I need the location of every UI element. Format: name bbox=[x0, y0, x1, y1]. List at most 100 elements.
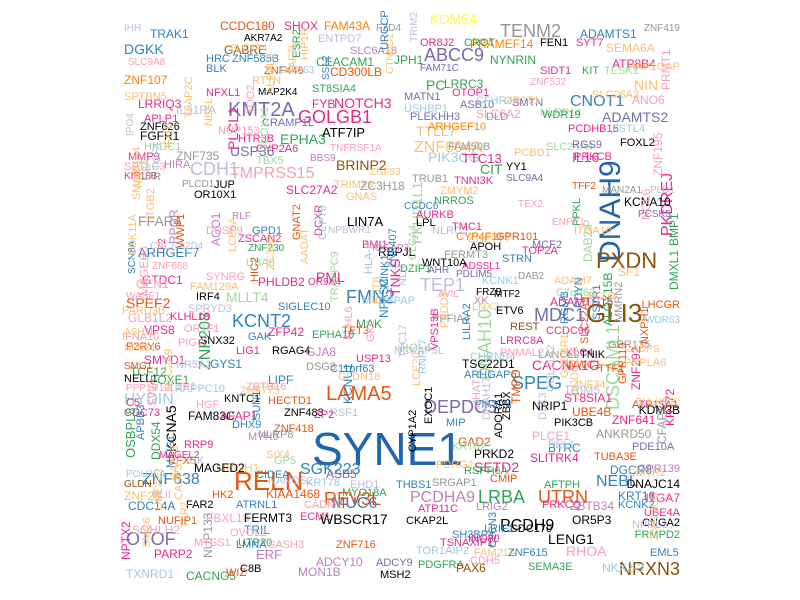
cloud-word: CACNA2D4 bbox=[150, 241, 204, 252]
cloud-word: TCF12 bbox=[130, 365, 167, 379]
cloud-word: MON1B bbox=[298, 565, 341, 579]
cloud-word: PLCD1 bbox=[182, 179, 215, 190]
cloud-word: HLA-F bbox=[363, 242, 375, 274]
cloud-word: TXNRD1 bbox=[126, 567, 175, 581]
cloud-word: PIK3CB bbox=[554, 417, 594, 429]
cloud-word: REST bbox=[510, 321, 540, 333]
cloud-word: LILRA2 bbox=[461, 303, 473, 340]
cloud-word: FOXE1 bbox=[150, 373, 190, 387]
cloud-word: PIK3R4 bbox=[474, 399, 512, 411]
cloud-word: OTOP1 bbox=[452, 87, 490, 99]
cloud-word: SETD2 bbox=[474, 459, 520, 475]
cloud-word: FAM50B bbox=[448, 141, 491, 153]
cloud-word: REV3L bbox=[324, 489, 382, 509]
cloud-word: TRIL bbox=[244, 523, 271, 537]
cloud-word: TOP2A bbox=[522, 245, 558, 257]
cloud-word: KIAA1468 bbox=[266, 487, 321, 501]
cloud-word: GPD1 bbox=[252, 225, 282, 237]
cloud-word: TSNAXIP1 bbox=[440, 537, 494, 549]
cloud-word: KMT2A bbox=[228, 99, 295, 121]
cloud-word: ZP1 bbox=[176, 381, 197, 393]
cloud-word: TSC22D1 bbox=[462, 357, 515, 371]
cloud-word: CIT bbox=[480, 161, 503, 177]
cloud-word: ZC3H3 bbox=[265, 235, 277, 270]
cloud-word: JUP bbox=[214, 179, 235, 191]
cloud-word: SLC24A4 bbox=[546, 141, 594, 153]
cloud-word: UBE4B bbox=[572, 405, 612, 419]
cloud-word: JPH1 bbox=[394, 53, 424, 67]
cloud-word: ADCY10 bbox=[316, 555, 363, 569]
cloud-word: C5 bbox=[126, 397, 141, 409]
cloud-word: C7orf60 bbox=[556, 287, 596, 299]
cloud-word: MAP2K4 bbox=[258, 87, 298, 98]
cloud-word: OR5P3 bbox=[572, 513, 612, 527]
cloud-word: URGCP bbox=[379, 10, 391, 50]
cloud-word: IL31RA bbox=[176, 103, 217, 117]
cloud-word: FZD4 bbox=[376, 23, 401, 34]
cloud-word: GOLGB1 bbox=[298, 107, 373, 127]
cloud-word: ZP2 bbox=[314, 409, 335, 421]
cloud-word: TMPRSS15 bbox=[230, 165, 315, 182]
cloud-word: FRZB bbox=[476, 287, 503, 298]
cloud-word: HGF bbox=[196, 399, 220, 411]
cloud-word: NIN bbox=[634, 77, 659, 93]
cloud-word: ZNF26 bbox=[124, 489, 161, 503]
cloud-word: PDE10A bbox=[632, 441, 675, 453]
cloud-word: RTTN bbox=[252, 75, 282, 87]
cloud-word: ZNF735 bbox=[176, 149, 220, 163]
cloud-word: ZNF230 bbox=[248, 243, 285, 254]
cloud-word: RFX5 bbox=[168, 455, 197, 467]
cloud-word: KLC4 bbox=[566, 347, 594, 359]
cloud-word: IFI16 bbox=[163, 122, 175, 148]
cloud-word: TOR1AIP2 bbox=[416, 545, 469, 557]
cloud-word: RAP1GAP bbox=[628, 61, 680, 73]
cloud-word: LIN7A bbox=[347, 214, 384, 229]
cloud-word: ADCY9 bbox=[376, 557, 413, 569]
cloud-word: SEMA3E bbox=[528, 561, 573, 573]
cloud-word: SF1 bbox=[618, 265, 641, 279]
cloud-word: NRIP1 bbox=[532, 399, 568, 413]
cloud-word: SLITRK4 bbox=[530, 451, 579, 465]
cloud-word: ZNF615 bbox=[508, 547, 548, 559]
cloud-word: ZMYM2 bbox=[440, 185, 479, 197]
cloud-word: VPS8 bbox=[144, 323, 175, 337]
cloud-word: ATP8B4 bbox=[612, 57, 656, 71]
cloud-word: OR1F1 bbox=[184, 323, 220, 335]
cloud-word: MTF2 bbox=[494, 289, 521, 300]
cloud-word: TNNI3K bbox=[454, 175, 494, 187]
cloud-word: CMTR2 bbox=[628, 467, 666, 479]
cloud-word: CCDC170 bbox=[502, 523, 553, 535]
cloud-word: NR5A2 bbox=[176, 359, 212, 371]
cloud-word: PDRG1 bbox=[436, 459, 474, 471]
cloud-word: ZNF418 bbox=[274, 423, 314, 435]
cloud-word: RHOA bbox=[566, 543, 607, 559]
cloud-word: SPTLC3 bbox=[124, 161, 166, 173]
cloud-word: SIGLEC10 bbox=[278, 301, 331, 313]
cloud-word: MATN1 bbox=[404, 91, 441, 103]
cloud-word: SLC9A4 bbox=[506, 173, 544, 184]
cloud-word: DGCR8 bbox=[610, 463, 653, 477]
cloud-word: DNAJC14 bbox=[626, 477, 680, 491]
cloud-word: ENTPD7 bbox=[318, 33, 362, 45]
cloud-word: PIGG bbox=[178, 337, 206, 349]
cloud-word: HECTD1 bbox=[268, 395, 313, 407]
cloud-word: NPRL3 bbox=[632, 519, 668, 531]
cloud-word: IQGAP2 bbox=[372, 243, 410, 254]
cloud-word: SLC6A2 bbox=[476, 107, 521, 121]
cloud-word: LRRC3 bbox=[444, 77, 484, 91]
cloud-word: NOTCH3 bbox=[334, 95, 392, 111]
cloud-word: COL11A2 bbox=[545, 344, 557, 393]
cloud-word: CCDC180 bbox=[220, 19, 275, 33]
cloud-word: ENPP1 bbox=[552, 217, 585, 228]
cloud-word: CLDN18 bbox=[338, 371, 381, 383]
cloud-word: SUN1 bbox=[251, 390, 263, 420]
cloud-word: TRIM2 bbox=[409, 12, 420, 42]
cloud-word: CADPS bbox=[625, 344, 660, 355]
cloud-word: MAK bbox=[356, 317, 383, 331]
cloud-word: HIRA bbox=[164, 159, 191, 171]
cloud-word: NANOS2 bbox=[268, 475, 314, 487]
cloud-word: ARHGEF7 bbox=[138, 245, 200, 260]
cloud-word: PNMAL2 bbox=[500, 347, 545, 359]
cloud-word: GPR135 bbox=[608, 339, 651, 351]
cloud-word: LPL bbox=[416, 217, 436, 229]
